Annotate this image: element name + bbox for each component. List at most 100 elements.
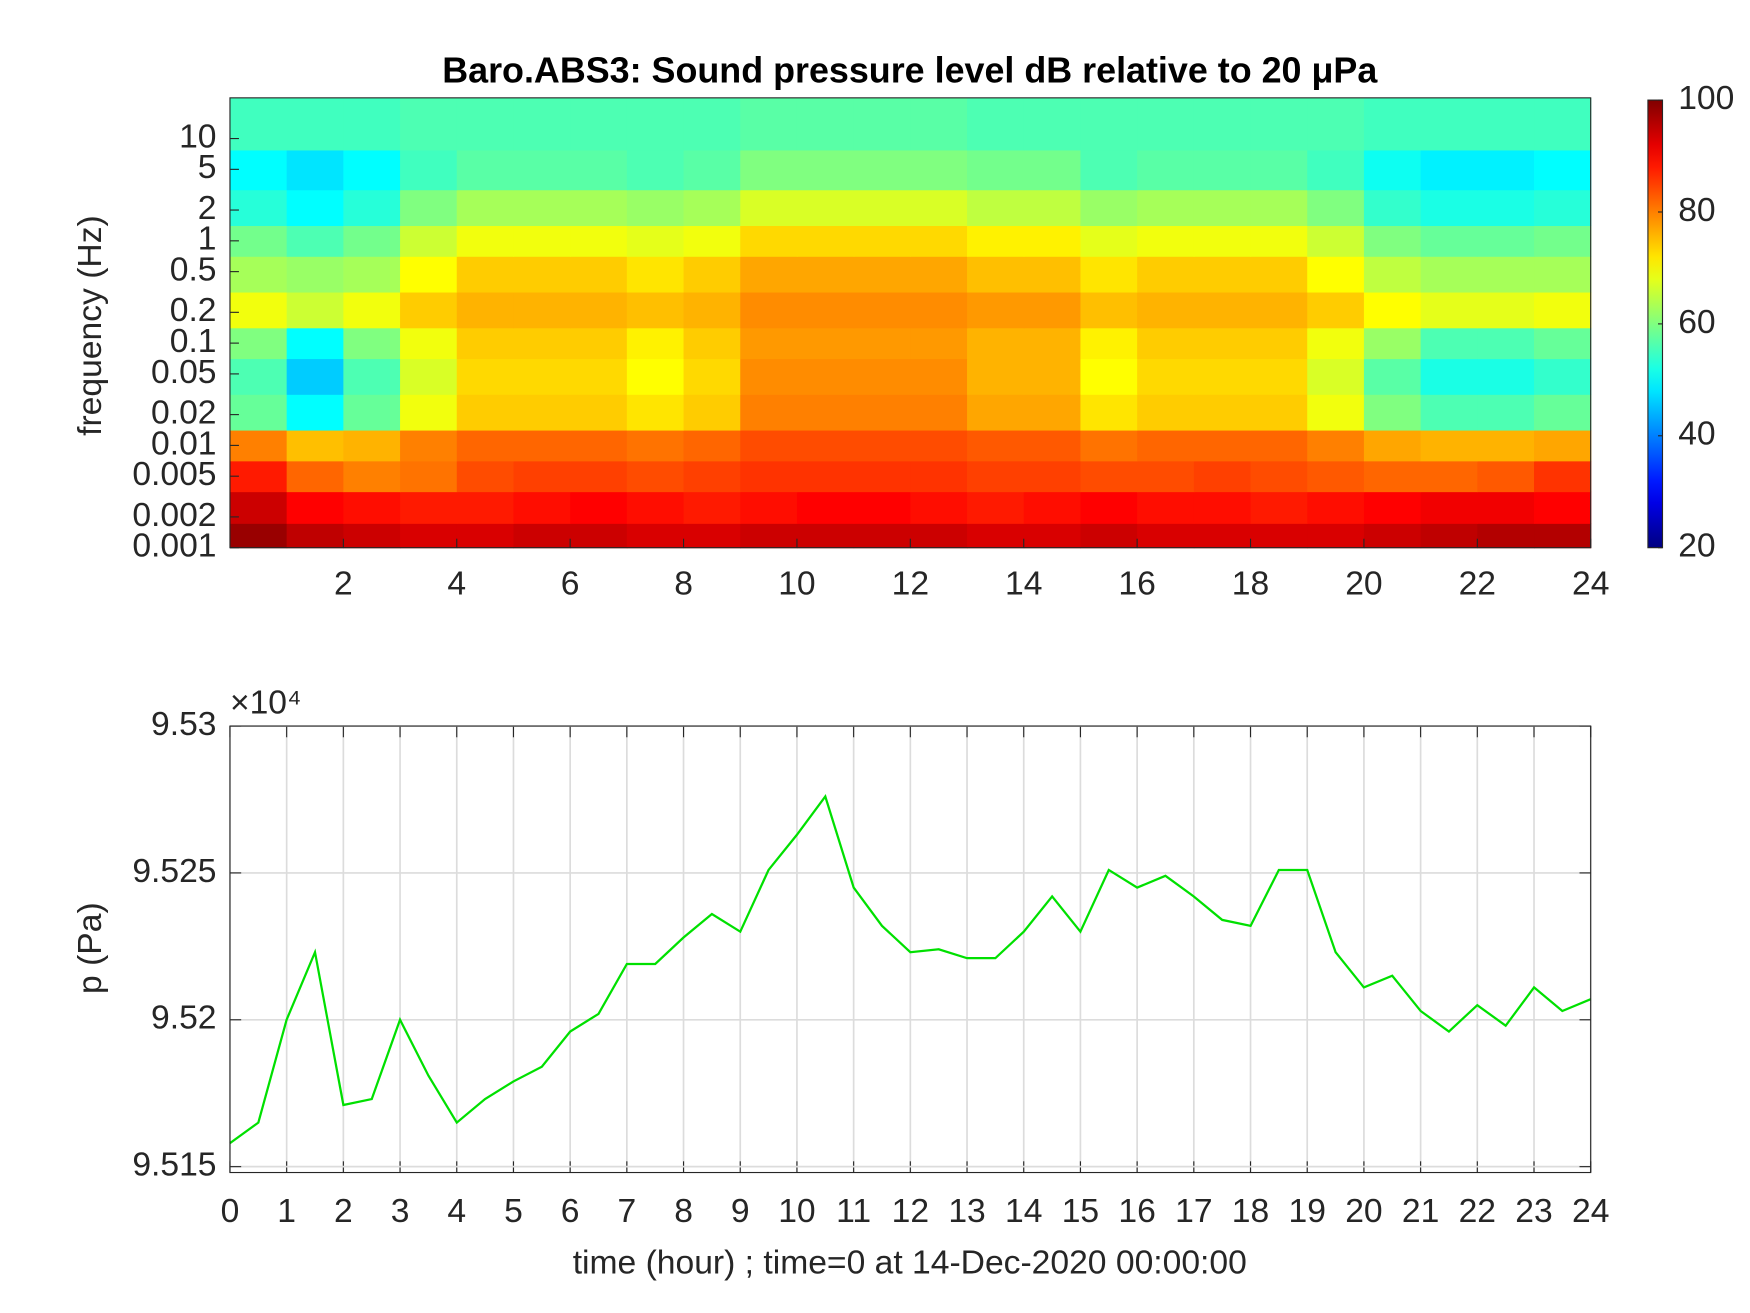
heatmap-cell bbox=[1080, 291, 1138, 329]
y-tick-label: 0.1 bbox=[170, 323, 217, 360]
heatmap-cell bbox=[967, 256, 1025, 293]
heatmap-cell bbox=[1250, 523, 1308, 549]
heatmap-cell bbox=[286, 358, 344, 395]
heatmap-cell bbox=[570, 491, 628, 524]
heatmap-cell bbox=[967, 523, 1025, 549]
heatmap-cell bbox=[853, 225, 911, 257]
heatmap-cell bbox=[1534, 256, 1592, 293]
heatmap-cell bbox=[683, 225, 741, 257]
heatmap-cell bbox=[967, 430, 1025, 462]
heatmap-cell bbox=[853, 358, 911, 395]
x-tick-label: 4 bbox=[447, 1193, 466, 1230]
x-tick-label: 0 bbox=[221, 1193, 240, 1230]
heatmap-cell bbox=[740, 225, 798, 257]
heatmap-cell bbox=[400, 225, 458, 257]
heatmap-cell bbox=[513, 97, 571, 151]
x-tick-label: 2 bbox=[334, 566, 353, 603]
heatmap-cell bbox=[796, 149, 855, 191]
heatmap-cell bbox=[683, 291, 741, 329]
x-tick-label: 11 bbox=[836, 1193, 871, 1230]
heatmap-cell bbox=[513, 491, 571, 524]
heatmap-cell bbox=[1477, 491, 1535, 524]
heatmap-cell bbox=[1363, 430, 1422, 462]
heatmap-cell bbox=[1363, 358, 1422, 395]
heatmap-cell bbox=[400, 430, 458, 462]
heatmap-cell bbox=[400, 394, 458, 431]
x-tick-label: 23 bbox=[1515, 1193, 1552, 1230]
heatmap-cell bbox=[1307, 460, 1365, 493]
heatmap-cell bbox=[1137, 327, 1195, 360]
heatmap-cell bbox=[796, 358, 855, 395]
heatmap-cell bbox=[1250, 327, 1308, 360]
heatmap-cell bbox=[286, 149, 344, 191]
heatmap-cell bbox=[1193, 394, 1252, 431]
heatmap-cell bbox=[626, 491, 685, 524]
heatmap-cell bbox=[343, 256, 401, 293]
heatmap-cell bbox=[626, 225, 685, 257]
colorbar-tick-label: 100 bbox=[1678, 80, 1734, 117]
heatmap-cell bbox=[286, 291, 344, 329]
heatmap-cell bbox=[1477, 225, 1535, 257]
heatmap-cell bbox=[343, 394, 401, 431]
y-tick-label: 0.2 bbox=[170, 292, 217, 329]
heatmap-cell bbox=[1080, 225, 1138, 257]
colorbar-tick-label: 40 bbox=[1678, 416, 1715, 453]
heatmap-cell bbox=[286, 189, 344, 226]
heatmap-cell bbox=[853, 291, 911, 329]
heatmap-cell bbox=[1137, 394, 1195, 431]
heatmap-cell bbox=[853, 523, 911, 549]
heatmap-cell bbox=[796, 189, 855, 226]
heatmap-cell bbox=[513, 256, 571, 293]
heatmap-cell bbox=[1307, 97, 1365, 151]
x-tick-label: 15 bbox=[1062, 1193, 1099, 1230]
heatmap-cell bbox=[1477, 523, 1535, 549]
colorbar-tick-label: 80 bbox=[1678, 192, 1715, 229]
heatmap-cell bbox=[343, 430, 401, 462]
heatmap-cell bbox=[626, 460, 685, 493]
heatmap-cell bbox=[853, 460, 911, 493]
heatmap-cell bbox=[626, 523, 685, 549]
heatmap-cell bbox=[570, 358, 628, 395]
heatmap-cell bbox=[1534, 491, 1592, 524]
heatmap-cell bbox=[456, 149, 515, 191]
heatmap-cell bbox=[1193, 189, 1252, 226]
heatmap-cell bbox=[740, 256, 798, 293]
heatmap-cell bbox=[456, 523, 515, 549]
x-tick-label: 4 bbox=[447, 566, 466, 603]
heatmap-cell bbox=[570, 256, 628, 293]
heatmap-cell bbox=[229, 97, 288, 151]
heatmap-cell bbox=[740, 523, 798, 549]
heatmap-cell bbox=[1023, 149, 1081, 191]
heatmap-cell bbox=[1250, 291, 1308, 329]
heatmap-cell bbox=[229, 358, 288, 395]
heatmap-cell bbox=[343, 491, 401, 524]
heatmap-cell bbox=[683, 523, 741, 549]
heatmap-cell bbox=[286, 430, 344, 462]
x-tick-label: 16 bbox=[1118, 566, 1155, 603]
heatmap-cell bbox=[1307, 358, 1365, 395]
plot-frame bbox=[229, 725, 1592, 1174]
heatmap-cell bbox=[1420, 256, 1478, 293]
y-tick-label: 0.005 bbox=[132, 456, 216, 493]
heatmap-cell bbox=[1534, 149, 1592, 191]
heatmap-cell bbox=[1080, 523, 1138, 549]
y-multiplier: ×10⁴ bbox=[230, 685, 302, 722]
x-tick-label: 13 bbox=[948, 1193, 985, 1230]
x-tick-label: 18 bbox=[1232, 1193, 1269, 1230]
x-tick-label: 22 bbox=[1459, 566, 1496, 603]
heatmap-cell bbox=[1420, 189, 1478, 226]
x-tick-label: 21 bbox=[1402, 1193, 1439, 1230]
heatmap-cell bbox=[286, 327, 344, 360]
heatmap-cell bbox=[1023, 430, 1081, 462]
heatmap-cell bbox=[1477, 256, 1535, 293]
heatmap-cell bbox=[1534, 523, 1592, 549]
heatmap-cell bbox=[513, 291, 571, 329]
heatmap-cell bbox=[1137, 97, 1195, 151]
heatmap-cell bbox=[967, 394, 1025, 431]
heatmap-cell bbox=[967, 97, 1025, 151]
heatmap-cell bbox=[456, 291, 515, 329]
heatmap-cell bbox=[286, 225, 344, 257]
heatmap-cell bbox=[229, 491, 288, 524]
heatmap-cell bbox=[513, 394, 571, 431]
x-tick-label: 14 bbox=[1005, 566, 1042, 603]
